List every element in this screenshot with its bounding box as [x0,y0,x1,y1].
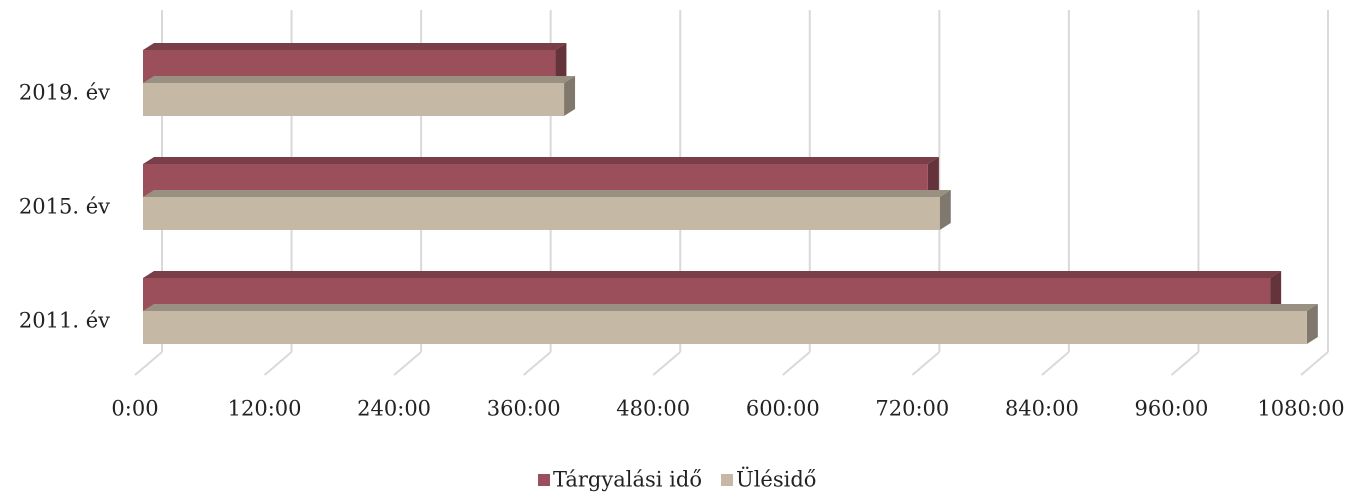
bar [143,197,940,230]
x-tick-label: 960:00 [1134,397,1208,421]
bar-top [143,43,567,50]
bar-side [1306,304,1318,344]
x-tick-label: 120:00 [228,397,302,421]
x-tick-label: 1080:00 [1257,397,1344,421]
legend-swatch [538,474,550,486]
grid-floor [911,351,940,376]
bar-side [1270,271,1282,311]
bar-top [143,271,1282,278]
grid-floor [1300,351,1329,376]
x-tick-label: 840:00 [1005,397,1079,421]
grid-floor [782,351,811,376]
x-tick-label: 720:00 [875,397,949,421]
legend-label: Tárgyalási idő [553,468,702,492]
bar-top [143,304,1318,311]
grid-floor [393,351,422,376]
grid-floor [263,351,293,376]
y-tick-label: 2015. év [19,195,110,219]
grid-floor [134,351,163,376]
x-tick-label: 360:00 [487,397,561,421]
bar-side [555,43,567,83]
y-tick-label: 2011. év [19,309,110,333]
bar [143,311,1307,344]
bar [143,83,565,116]
legend-label: Ülésidő [736,467,816,492]
grid-floor [1041,351,1070,376]
x-tick-label: 240:00 [357,397,431,421]
bar-side [939,190,951,230]
grid-floor [523,351,552,376]
x-tick-label: 480:00 [616,397,690,421]
x-tick-label: 600:00 [746,397,820,421]
bar-side [564,76,576,116]
bar-top [143,190,951,197]
bar-top [143,157,939,164]
grid-floor [1170,351,1200,376]
bar-top [143,76,576,83]
grid-floor [652,351,681,376]
bar-side [927,157,939,197]
legend-swatch [721,474,733,486]
y-tick-label: 2019. év [19,81,110,105]
x-tick-label: 0:00 [111,397,158,421]
